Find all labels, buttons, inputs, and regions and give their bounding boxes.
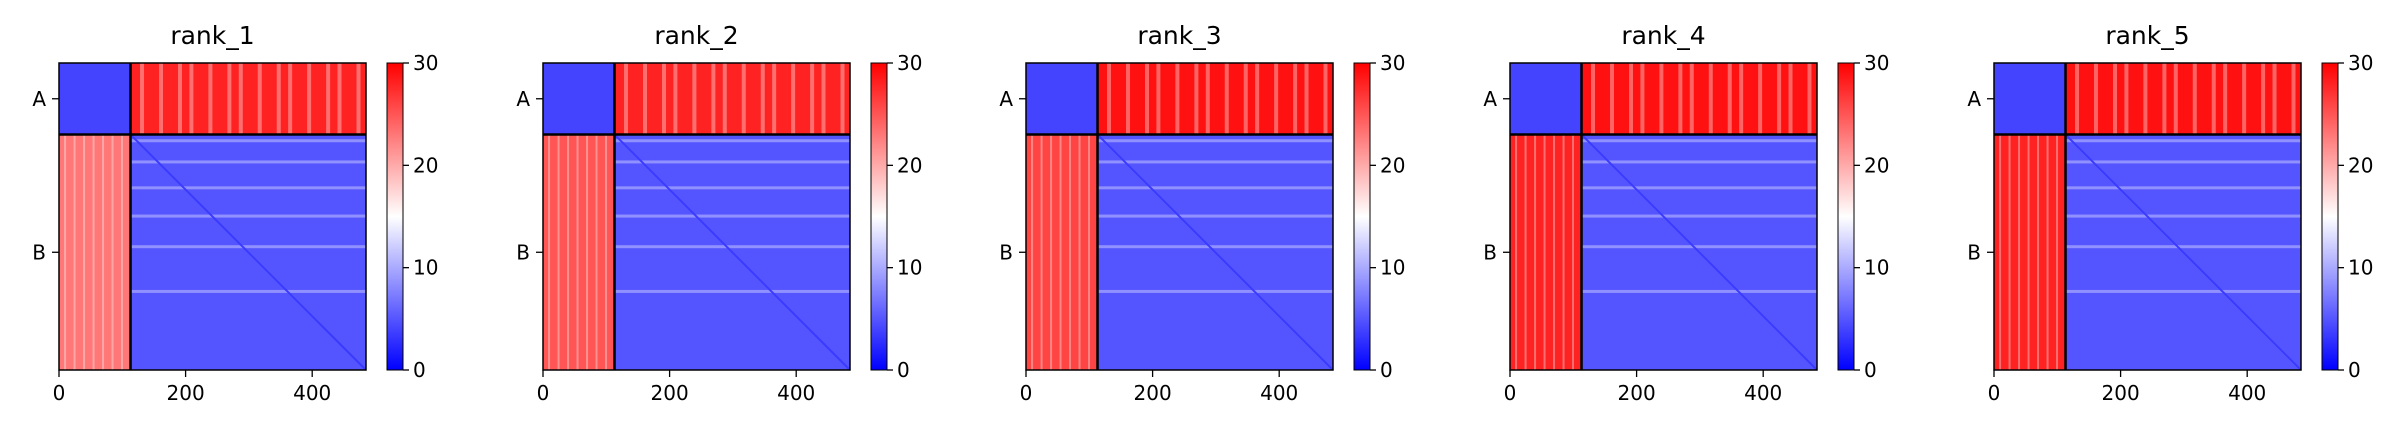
heatmap-block-a-a [1026, 63, 1098, 135]
heatmap-block-a-b [2065, 63, 2301, 135]
plot-frame [542, 62, 851, 371]
y-tick-label: B [1483, 240, 1497, 264]
x-tick-label: 400 [1744, 381, 1782, 405]
panel-title: rank_2 [654, 21, 738, 50]
colorbar-tick-label: 30 [897, 51, 922, 75]
colorbar-tick-label: 0 [1380, 358, 1393, 382]
heatmap-block-a-b [1581, 63, 1817, 135]
panel-5: rank_5 0 200 400 A B 0 10 20 30 [1967, 21, 2373, 405]
heatmap-texture [548, 63, 850, 370]
heatmap-block-a-b [614, 63, 850, 135]
colorbar-tick-label: 10 [1380, 256, 1405, 280]
x-tick-label: 400 [2228, 381, 2266, 405]
x-tick-label: 200 [1134, 381, 1172, 405]
heatmap-block-a-b [1097, 63, 1333, 135]
colorbar-tick-label: 30 [2348, 51, 2373, 75]
x-tick-label: 0 [1988, 381, 2001, 405]
panel-3: rank_3 0 200 400 A B 0 10 20 30 [999, 21, 1405, 405]
x-tick-label: 200 [167, 381, 205, 405]
x-tick-label: 0 [537, 381, 550, 405]
colorbar-tick-label: 20 [1380, 153, 1405, 177]
y-tick-label: A [32, 87, 46, 111]
panel-title: rank_5 [2105, 21, 2189, 50]
colorbar-tick-label: 0 [897, 358, 910, 382]
panel-title: rank_1 [170, 21, 254, 50]
x-tick-label: 200 [2102, 381, 2140, 405]
plot-frame [1509, 62, 1818, 371]
colorbar-tick-label: 10 [2348, 256, 2373, 280]
panel-title: rank_4 [1621, 21, 1705, 50]
colorbar-tick-label: 30 [1380, 51, 1405, 75]
heatmap-block-a-a [1510, 63, 1582, 135]
heatmap-block-b-a [1510, 134, 1582, 370]
heatmap-texture [64, 63, 366, 370]
y-tick-label: B [999, 240, 1013, 264]
heatmap-block-b-a [59, 134, 131, 370]
y-tick-label: A [516, 87, 530, 111]
diagonal-line [1580, 133, 1818, 371]
heatmap-block-b-a [1994, 134, 2066, 370]
colorbar-tick-label: 20 [2348, 153, 2373, 177]
panel-2: rank_2 0 200 400 A B 0 10 20 30 [516, 21, 922, 405]
heatmap-block-a-b [130, 63, 366, 135]
plot-frame [1025, 62, 1334, 371]
colorbar-tick-label: 10 [1864, 256, 1889, 280]
y-tick-label: A [999, 87, 1013, 111]
colorbar-tick-label: 30 [413, 51, 438, 75]
colorbar-tick-label: 0 [413, 358, 426, 382]
heatmap-texture [1515, 63, 1817, 370]
y-tick-label: A [1483, 87, 1497, 111]
colorbar-tick-label: 20 [1864, 153, 1889, 177]
panel-title: rank_3 [1137, 21, 1221, 50]
colorbar [1837, 62, 1855, 371]
y-tick-label: B [516, 240, 530, 264]
x-tick-label: 200 [1618, 381, 1656, 405]
y-tick-label: B [1967, 240, 1981, 264]
colorbar-tick-label: 0 [2348, 358, 2361, 382]
x-tick-label: 400 [1260, 381, 1298, 405]
colorbar-tick-label: 30 [1864, 51, 1889, 75]
heatmap-block-a-a [1994, 63, 2066, 135]
colorbar [1353, 62, 1371, 371]
heatmap-texture [1031, 63, 1333, 370]
x-tick-label: 0 [1504, 381, 1517, 405]
y-tick-label: B [32, 240, 46, 264]
colorbar [386, 62, 404, 371]
colorbar-tick-label: 10 [413, 256, 438, 280]
y-tick-label: A [1967, 87, 1981, 111]
heatmap-block-a-a [543, 63, 615, 135]
heatmap-texture [1999, 63, 2301, 370]
colorbar-tick-label: 0 [1864, 358, 1877, 382]
x-tick-label: 0 [1020, 381, 1033, 405]
x-tick-label: 400 [777, 381, 815, 405]
panel-1: rank_1 0 200 400 A B 0 10 20 30 [32, 21, 438, 405]
x-tick-label: 200 [651, 381, 689, 405]
colorbar [870, 62, 888, 371]
heatmap-block-b-a [1026, 134, 1098, 370]
diagonal-line [1096, 133, 1334, 371]
plot-frame [58, 62, 367, 371]
diagonal-line [129, 133, 367, 371]
diagonal-line [2064, 133, 2302, 371]
colorbar-tick-label: 20 [897, 153, 922, 177]
panel-4: rank_4 0 200 400 A B 0 10 20 30 [1483, 21, 1889, 405]
colorbar-tick-label: 10 [897, 256, 922, 280]
colorbar [2321, 62, 2339, 371]
x-tick-label: 0 [53, 381, 66, 405]
heatmap-block-a-a [59, 63, 131, 135]
colorbar-tick-label: 20 [413, 153, 438, 177]
diagonal-line [613, 133, 851, 371]
x-tick-label: 400 [293, 381, 331, 405]
plot-frame [1993, 62, 2302, 371]
heatmap-block-b-a [543, 134, 615, 370]
